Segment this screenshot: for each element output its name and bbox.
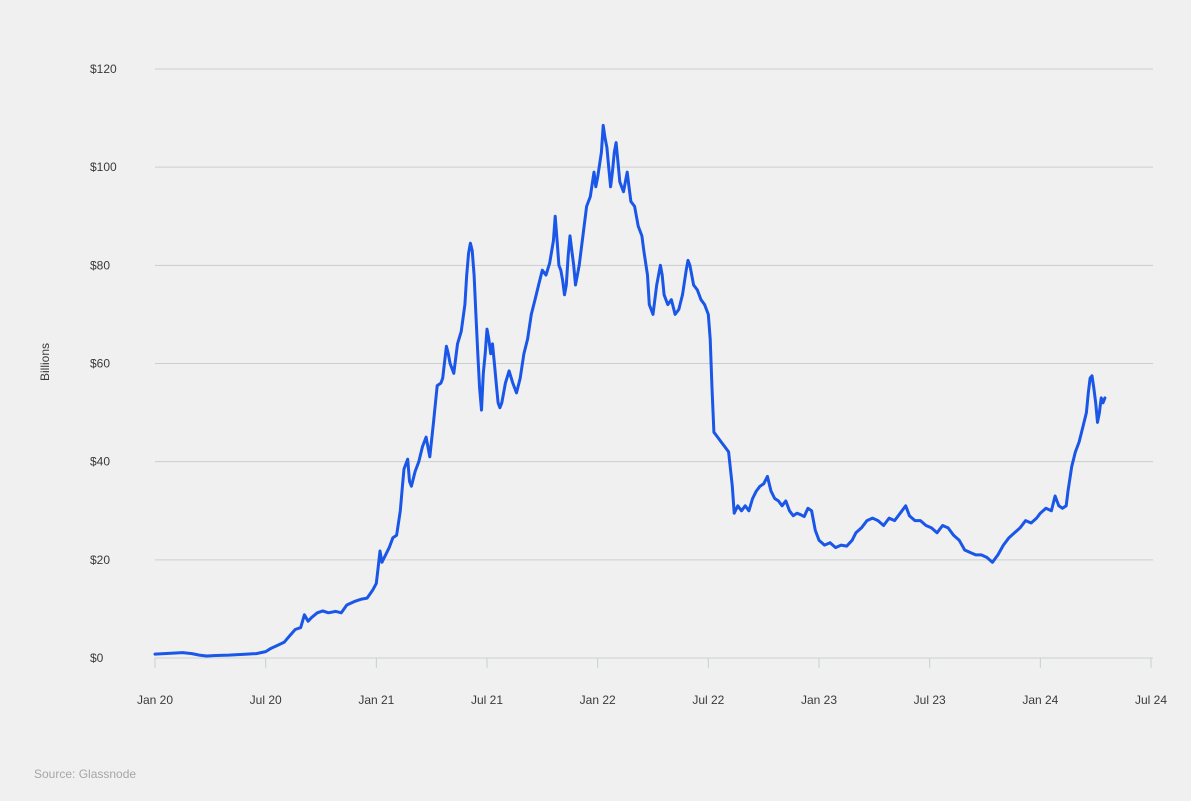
x-axis-tick-labels: Jan 20 Jul 20 Jan 21 Jul 21 Jan 22 Jul 22 Jan … <box>137 693 1167 707</box>
x-tick-label: Jan 24 <box>1022 693 1058 707</box>
x-axis <box>154 657 1153 668</box>
x-tick-label: Jul 23 <box>914 693 946 707</box>
y-axis-tick-labels: $0 $20 $40 $60 $80 $100 $120 <box>90 62 117 665</box>
x-tick-label: Jul 20 <box>250 693 282 707</box>
y-tick-label: $100 <box>90 160 117 174</box>
x-tick-label: Jul 24 <box>1135 693 1167 707</box>
y-tick-label: $80 <box>90 258 110 272</box>
y-tick-label: $40 <box>90 455 110 469</box>
y-tick-label: $120 <box>90 62 117 76</box>
y-tick-label: $60 <box>90 357 110 371</box>
x-tick-label: Jan 22 <box>580 693 616 707</box>
x-tick-label: Jan 20 <box>137 693 173 707</box>
x-tick-label: Jan 23 <box>801 693 837 707</box>
y-axis-label: Billions <box>38 343 52 381</box>
x-tick-label: Jul 22 <box>692 693 724 707</box>
y-tick-label: $20 <box>90 553 110 567</box>
data-series-line <box>153 123 1107 658</box>
y-tick-label: $0 <box>90 651 104 665</box>
x-tick-label: Jul 21 <box>471 693 503 707</box>
x-tick-label: Jan 21 <box>358 693 394 707</box>
source-note: Source: Glassnode <box>34 767 137 781</box>
gridlines <box>155 68 1153 561</box>
